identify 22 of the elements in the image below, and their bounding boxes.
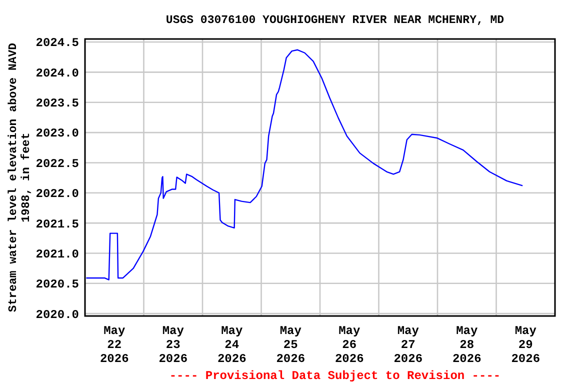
y-tick-label: 2024.5: [36, 36, 79, 50]
text: ---- Provisional Data Subject to Revision ----: [169, 369, 501, 383]
x-tick-label: May 26 2026: [334, 324, 364, 366]
x-tick-label: May 24 2026: [217, 324, 246, 366]
y-tick-label: 2023.5: [36, 96, 79, 111]
x-tick-label: May 29 2026: [511, 324, 540, 366]
y-tick-label: 2021.0: [36, 247, 79, 262]
chart-title: USGS 03076100 YOUGHIOGHENY RIVER NEAR MCHENRY, MD: [166, 14, 504, 27]
x-tick-label: May 22 2026: [100, 324, 129, 366]
y-tick-label: 2024.0: [36, 66, 79, 80]
y-tick-label: 2023.0: [36, 126, 79, 141]
line-series: [86, 49, 524, 280]
x-tick-label: May 28 2026: [452, 324, 482, 366]
y-tick-label: 2020.0: [36, 308, 79, 322]
y-tick-label: 2022.0: [36, 187, 79, 202]
y-tick-label: 2021.5: [36, 217, 79, 232]
y-tick-label: 2022.5: [36, 156, 79, 171]
y-axis-title: Stream water level elevation above NAVD 1988, in feet: [7, 42, 33, 312]
y-tick-label: 2020.5: [36, 278, 79, 292]
x-tick-label: May 25 2026: [276, 324, 306, 366]
x-tick-label: May 23 2026: [158, 324, 188, 366]
x-tick-label: May 27 2026: [394, 324, 423, 366]
